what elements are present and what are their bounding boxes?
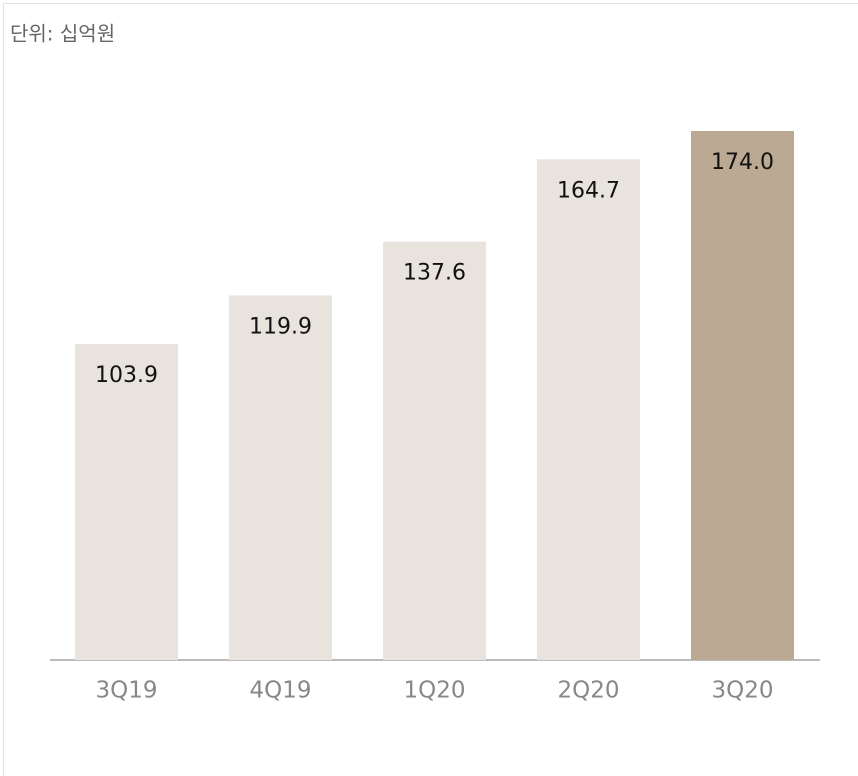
x-tick-label: 4Q19 [249, 678, 311, 704]
value-label: 164.7 [557, 178, 620, 203]
bar [537, 159, 640, 660]
value-label: 103.9 [95, 363, 158, 388]
x-tick-label: 3Q19 [95, 678, 157, 704]
x-tick-label: 1Q20 [403, 678, 465, 704]
bar [383, 241, 486, 660]
bar [229, 295, 332, 660]
value-label: 174.0 [711, 150, 774, 175]
unit-label: 단위: 십억원 [10, 22, 115, 46]
x-tick-label: 2Q20 [557, 678, 619, 704]
value-label: 137.6 [403, 261, 466, 286]
x-tick-label: 3Q20 [711, 678, 773, 704]
bar [75, 344, 178, 660]
bar [691, 131, 794, 660]
value-label: 119.9 [249, 314, 312, 339]
